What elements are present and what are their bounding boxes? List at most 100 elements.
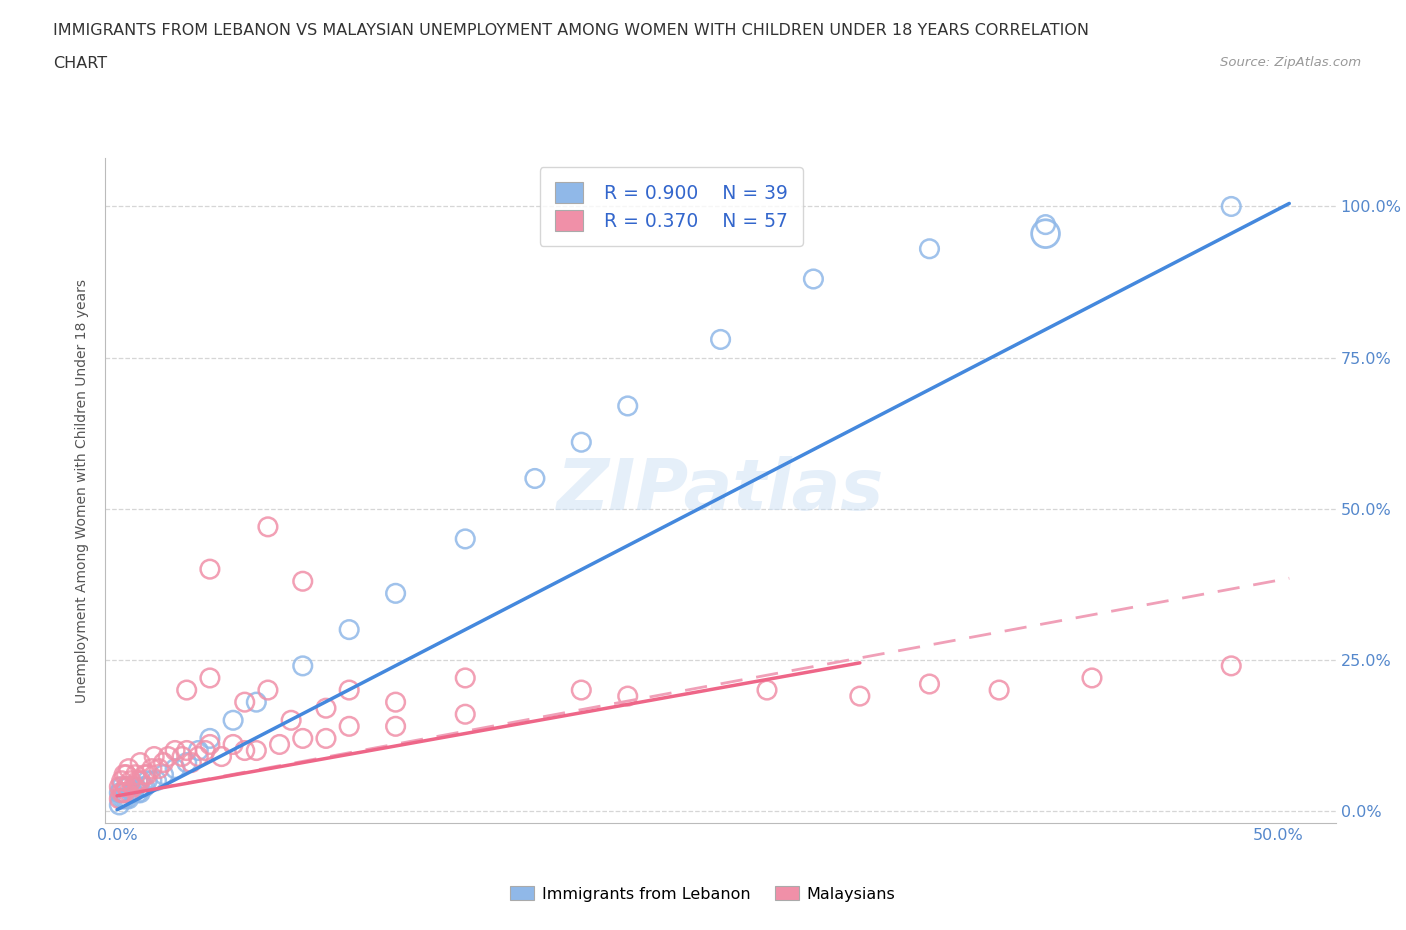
Point (122, 785, 145, 800)
Text: Source: ZipAtlas.com: Source: ZipAtlas.com (1220, 56, 1361, 69)
Y-axis label: Unemployment Among Women with Children Under 18 years: Unemployment Among Women with Children U… (76, 279, 90, 702)
Point (803, 272, 825, 286)
Point (115, 779, 138, 794)
Point (198, 562, 221, 577)
Point (134, 779, 156, 794)
Point (384, 695, 406, 710)
Point (111, 785, 134, 800)
Point (616, 399, 638, 414)
Point (918, 242, 941, 257)
Point (198, 731, 221, 746)
Point (122, 779, 145, 794)
Point (165, 743, 187, 758)
Point (211, 750, 233, 764)
Point (112, 767, 135, 782)
Point (112, 785, 135, 800)
Point (108, 779, 131, 794)
Point (120, 774, 142, 789)
Point (233, 743, 256, 758)
Point (176, 683, 198, 698)
Point (523, 472, 546, 486)
Point (108, 798, 131, 813)
Point (115, 779, 138, 794)
Point (245, 743, 267, 758)
Point (233, 695, 256, 710)
Point (176, 755, 198, 770)
Point (269, 737, 291, 751)
Point (129, 774, 152, 789)
Point (180, 755, 202, 770)
Point (127, 785, 149, 800)
Point (1220, 199, 1243, 214)
Point (315, 701, 337, 716)
Point (1035, 226, 1057, 241)
Point (127, 774, 149, 789)
Legend: Immigrants from Lebanon, Malaysians: Immigrants from Lebanon, Malaysians (503, 880, 903, 908)
Point (136, 774, 159, 789)
Point (120, 785, 142, 800)
Point (616, 688, 638, 704)
Point (118, 761, 141, 776)
Point (129, 755, 152, 770)
Point (918, 677, 941, 692)
Point (112, 785, 135, 800)
Point (187, 750, 209, 764)
Point (115, 791, 138, 806)
Point (1035, 218, 1057, 232)
Point (134, 767, 156, 782)
Point (245, 695, 267, 710)
Point (291, 574, 314, 589)
Point (198, 671, 221, 685)
Point (454, 671, 477, 685)
Point (291, 658, 314, 673)
Point (165, 761, 187, 776)
Point (337, 719, 360, 734)
Point (194, 743, 217, 758)
Point (136, 767, 159, 782)
Point (148, 761, 170, 776)
Point (145, 774, 167, 789)
Point (108, 785, 131, 800)
Point (454, 532, 477, 547)
Point (384, 719, 406, 734)
Point (337, 622, 360, 637)
Point (280, 713, 302, 728)
Point (569, 683, 592, 698)
Point (131, 779, 153, 794)
Point (257, 520, 280, 535)
Point (187, 743, 209, 758)
Point (337, 683, 360, 698)
Point (384, 586, 406, 601)
Point (315, 731, 337, 746)
Point (257, 683, 280, 698)
Point (141, 761, 163, 776)
Point (1081, 671, 1104, 685)
Point (170, 750, 193, 764)
Point (222, 713, 245, 728)
Point (108, 791, 131, 806)
Point (112, 791, 135, 806)
Point (709, 332, 731, 347)
Text: CHART: CHART (53, 56, 107, 71)
Point (157, 750, 180, 764)
Point (115, 767, 138, 782)
Point (454, 707, 477, 722)
Point (198, 737, 221, 751)
Point (143, 750, 166, 764)
Point (111, 791, 134, 806)
Point (111, 779, 134, 794)
Point (129, 785, 152, 800)
Point (152, 755, 174, 770)
Point (118, 779, 141, 794)
Point (176, 743, 198, 758)
Point (152, 767, 174, 782)
Point (118, 791, 141, 806)
Point (849, 688, 872, 704)
Point (988, 683, 1011, 698)
Point (141, 774, 163, 789)
Point (569, 435, 592, 450)
Point (222, 737, 245, 751)
Text: ZIPatlas: ZIPatlas (557, 456, 884, 525)
Legend:   R = 0.900    N = 39,   R = 0.370    N = 57: R = 0.900 N = 39, R = 0.370 N = 57 (540, 167, 803, 246)
Point (118, 785, 141, 800)
